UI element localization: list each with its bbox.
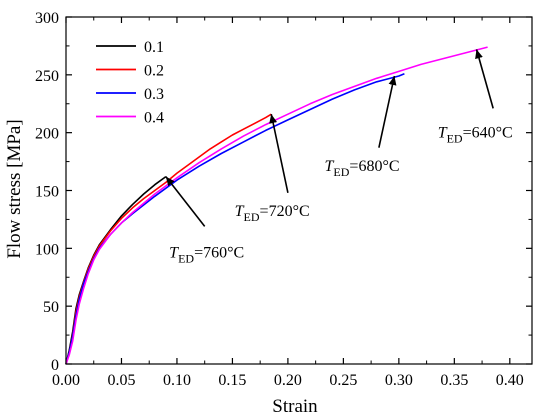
x-axis-label: Strain bbox=[272, 396, 318, 417]
x-tick-label: 0.20 bbox=[274, 372, 302, 389]
x-tick-label: 0.00 bbox=[52, 372, 80, 389]
x-tick-label: 0.10 bbox=[163, 372, 191, 389]
annotation-label: TED=640°C bbox=[438, 124, 513, 145]
series-line-0.4 bbox=[65, 46, 488, 365]
series-line-0.1 bbox=[65, 175, 167, 365]
legend-label: 0.2 bbox=[144, 63, 164, 80]
legend-label: 0.4 bbox=[144, 110, 164, 127]
y-tick-label: 50 bbox=[43, 299, 59, 316]
y-tick-label: 0 bbox=[51, 357, 59, 374]
annotation-arrow bbox=[475, 49, 494, 109]
legend: 0.1 0.2 0.3 0.4 bbox=[96, 39, 164, 127]
x-tick-label: 0.05 bbox=[107, 372, 135, 389]
annotation-label: TED=680°C bbox=[325, 158, 400, 179]
annotations: TED=760°C TED=720°C TED=680°C TED=640°C bbox=[165, 49, 513, 266]
x-tick-label: 0.40 bbox=[496, 372, 524, 389]
data-series bbox=[65, 46, 488, 365]
x-tick-label: 0.35 bbox=[440, 372, 468, 389]
y-tick-label: 300 bbox=[35, 10, 59, 27]
series-line-0.2 bbox=[65, 113, 272, 365]
x-tick-label: 0.25 bbox=[329, 372, 357, 389]
legend-label: 0.1 bbox=[144, 39, 164, 56]
x-tick-label: 0.15 bbox=[218, 372, 246, 389]
y-tick-label: 100 bbox=[35, 241, 59, 258]
axes: 0.00 0.05 0.10 0.15 0.20 0.25 0.30 0.35 0.40 0 50 1… bbox=[35, 10, 532, 389]
y-tick-label: 200 bbox=[35, 126, 59, 143]
annotation-arrow bbox=[269, 113, 289, 193]
annotation-label: TED=720°C bbox=[235, 203, 310, 224]
x-tick-label: 0.30 bbox=[385, 372, 413, 389]
annotation-arrow bbox=[165, 176, 206, 227]
series-line-0.3 bbox=[65, 72, 405, 365]
legend-label: 0.3 bbox=[144, 86, 164, 103]
annotation-label: TED=760°C bbox=[169, 245, 244, 266]
y-axis-label: Flow stress [MPa] bbox=[4, 119, 25, 258]
y-tick-label: 250 bbox=[35, 68, 59, 85]
annotation-arrow bbox=[378, 75, 397, 148]
y-tick-label: 150 bbox=[35, 184, 59, 201]
